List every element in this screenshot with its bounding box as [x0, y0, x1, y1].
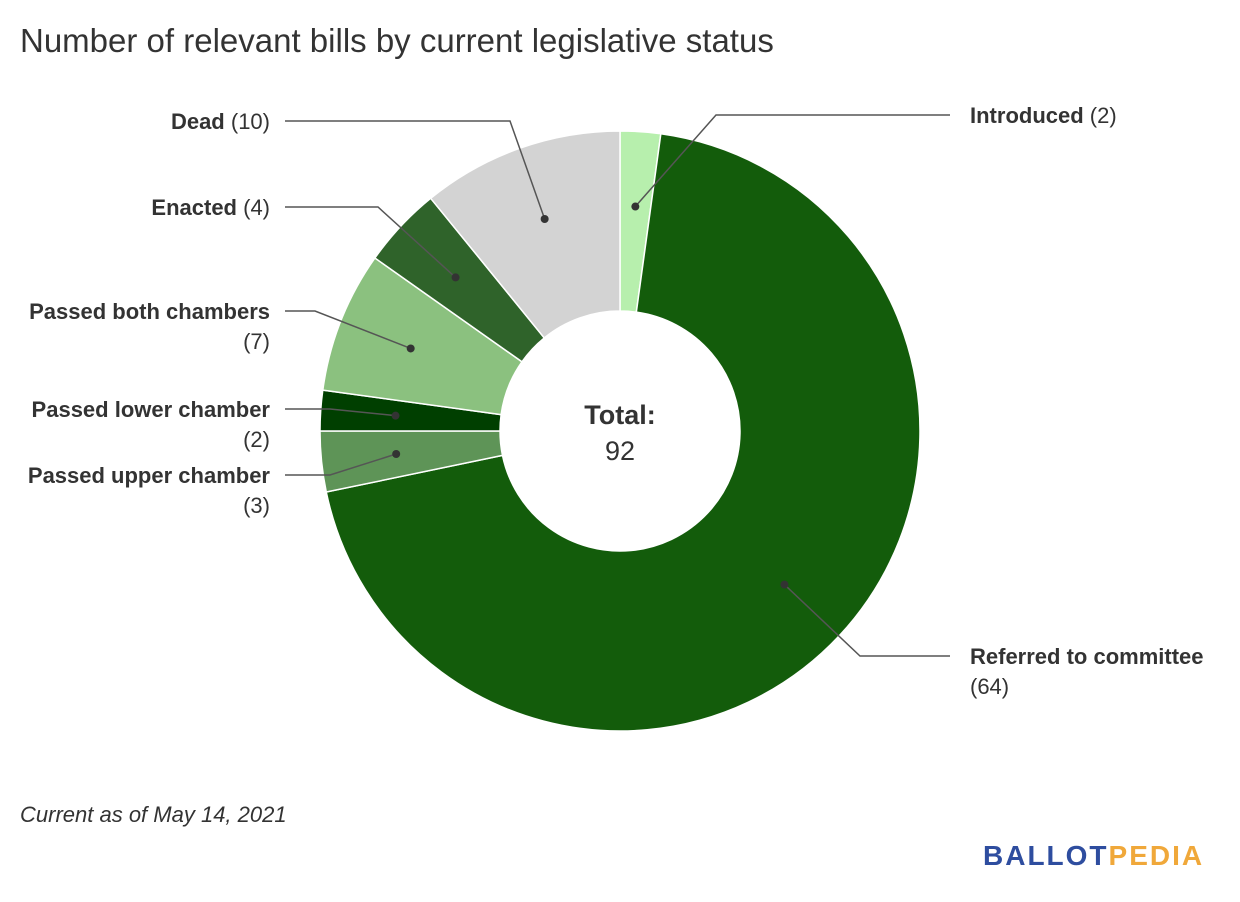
slice-label-name: Introduced: [970, 103, 1084, 128]
leader-dot: [406, 344, 415, 353]
slice-dead: [429, 130, 621, 339]
slice-label: Enacted (4): [151, 195, 270, 220]
slice-label-value: (2): [1084, 103, 1117, 128]
leader-line: [285, 120, 546, 220]
leader-dot: [391, 411, 400, 420]
leader-dot: [540, 214, 549, 223]
leader-line: [634, 114, 950, 208]
leader-dot: [451, 273, 460, 282]
leader-lines: [285, 114, 950, 657]
center-total-value: 92: [605, 436, 635, 466]
slice-label-value: (7): [243, 329, 270, 354]
logo-part-pedia: PEDIA: [1108, 840, 1205, 871]
leader-line: [783, 584, 950, 657]
leader-line: [285, 408, 396, 417]
slice-label-value: (2): [243, 427, 270, 452]
slice-label: Dead (10): [171, 109, 270, 134]
slice-label: Introduced (2): [970, 103, 1117, 128]
slice-labels: Introduced (2) Referred to committee (64) P…: [28, 103, 1204, 699]
slice-label-name: Dead: [171, 109, 225, 134]
chart-title: Number of relevant bills by current legi…: [20, 22, 774, 59]
slice-label-name: Passed lower chamber: [32, 397, 271, 422]
slice-label: Referred to committee (64): [970, 644, 1204, 699]
slice-label-value: (3): [243, 493, 270, 518]
ballotpedia-logo: BALLOTPEDIA: [983, 840, 1204, 872]
slice-label: Passed lower chamber (2): [32, 397, 271, 452]
donut-slices: [319, 130, 921, 732]
leader-dot: [780, 580, 789, 589]
leader-dot: [631, 202, 640, 211]
slice-label-value: (64): [970, 674, 1009, 699]
slice-label: Passed both chambers (7): [29, 299, 270, 354]
leader-line: [285, 206, 457, 278]
footnote: Current as of May 14, 2021: [20, 802, 287, 827]
center-label: Total: 92: [584, 400, 655, 466]
slice-label-name: Enacted: [151, 195, 237, 220]
slice-label-name: Passed both chambers: [29, 299, 270, 324]
slice-label-value: (4): [237, 195, 270, 220]
slice-label: Passed upper chamber (3): [28, 463, 271, 518]
leader-line: [285, 310, 411, 350]
slice-label-name: Passed upper chamber: [28, 463, 271, 488]
leader-line: [285, 453, 397, 476]
slice-label-value: (10): [225, 109, 270, 134]
leader-dot: [392, 450, 401, 459]
logo-part-ballot: BALLOT: [983, 840, 1109, 871]
slice-label-name: Referred to committee: [970, 644, 1204, 669]
slice-referred-to-committee: [325, 132, 921, 732]
center-total-title: Total:: [584, 400, 655, 430]
